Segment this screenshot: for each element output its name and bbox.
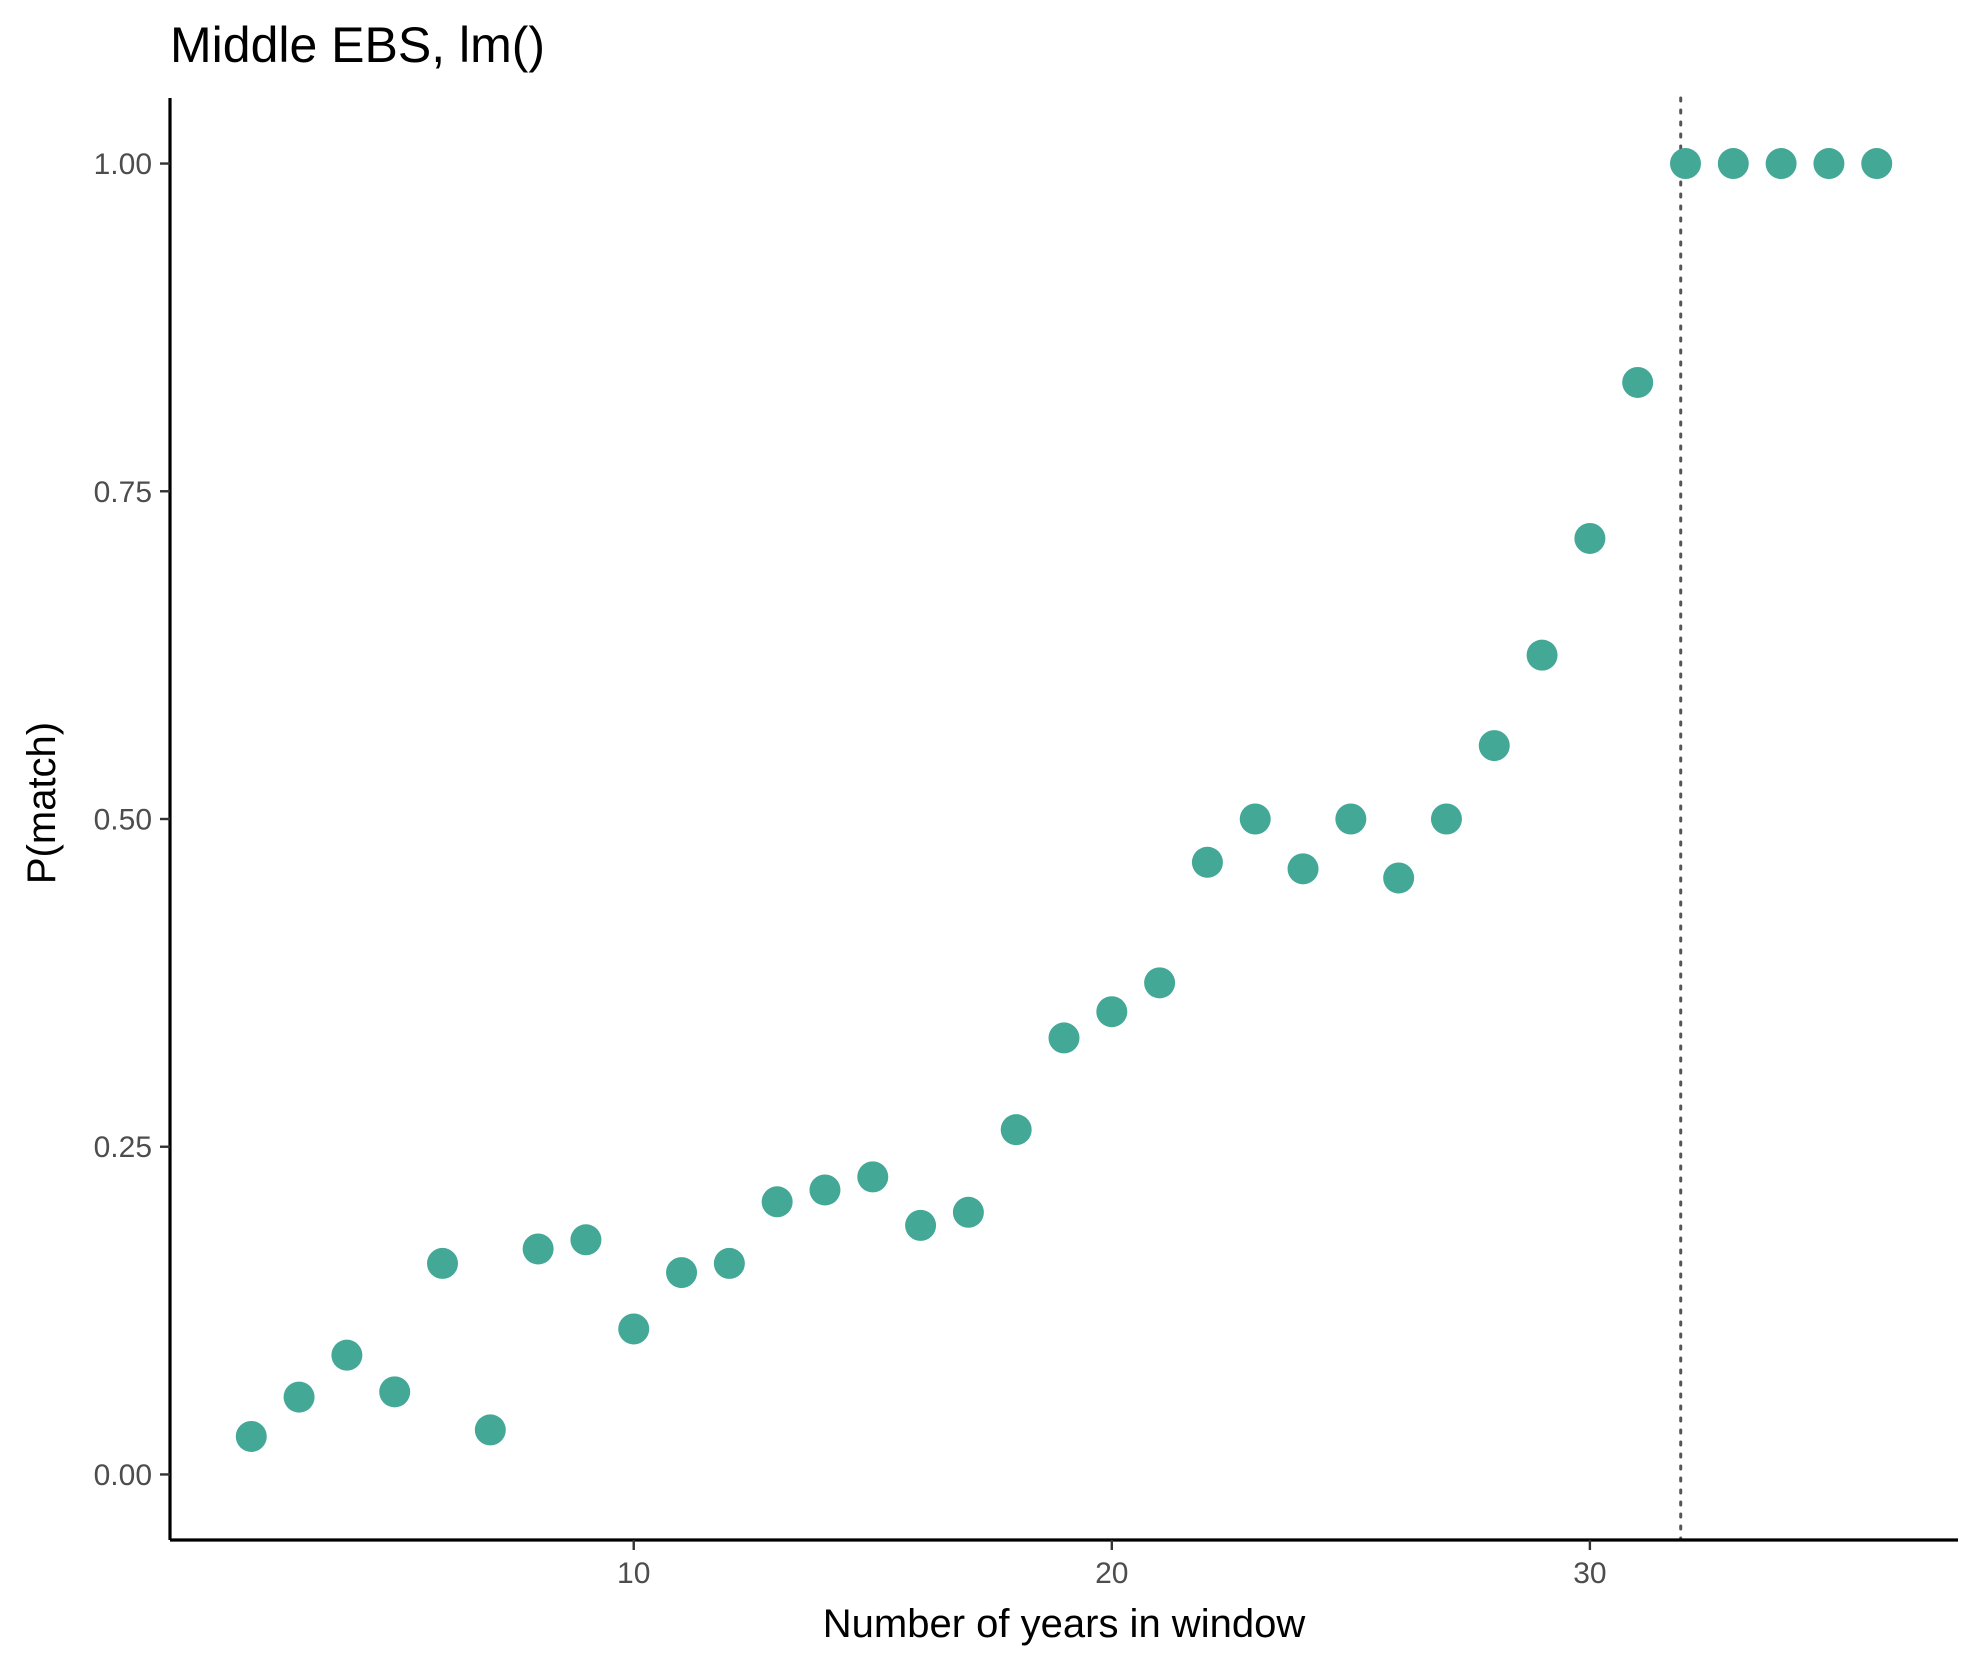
data-point xyxy=(1048,1022,1080,1054)
y-axis-label: P(match) xyxy=(20,722,64,884)
data-point xyxy=(618,1313,650,1345)
data-point xyxy=(522,1233,554,1265)
data-point xyxy=(1144,967,1176,999)
data-point xyxy=(1669,148,1701,180)
data-point xyxy=(1813,148,1845,180)
data-point xyxy=(1478,730,1510,762)
data-point xyxy=(570,1224,602,1256)
data-point xyxy=(809,1174,841,1206)
data-point xyxy=(1861,148,1893,180)
data-point xyxy=(331,1339,363,1371)
data-point xyxy=(1430,803,1462,835)
y-tick-label: 0.00 xyxy=(94,1459,152,1492)
x-axis-label: Number of years in window xyxy=(823,1602,1306,1646)
data-point xyxy=(379,1376,411,1408)
data-point xyxy=(474,1414,506,1446)
data-point xyxy=(1000,1114,1032,1146)
data-point xyxy=(283,1381,315,1413)
data-point xyxy=(235,1420,267,1452)
data-point xyxy=(1191,846,1223,878)
data-point xyxy=(761,1186,793,1218)
data-point xyxy=(1239,803,1271,835)
y-tick-label: 1.00 xyxy=(94,148,152,181)
data-point xyxy=(1335,803,1367,835)
data-point xyxy=(1287,853,1319,885)
x-tick-label: 20 xyxy=(1095,1557,1128,1590)
chart-title: Middle EBS, lm() xyxy=(170,17,545,73)
data-point xyxy=(1526,639,1558,671)
plot-area: 0.00 0.25 0.50 0.75 1.00 10 20 30 xyxy=(94,96,1958,1590)
data-point xyxy=(1096,996,1128,1028)
data-point xyxy=(905,1209,937,1241)
data-point xyxy=(1574,522,1606,554)
x-tick-label: 30 xyxy=(1573,1557,1606,1590)
data-point xyxy=(1717,148,1749,180)
data-point xyxy=(1383,862,1415,894)
y-tick-label: 0.50 xyxy=(94,804,152,837)
data-point xyxy=(1765,148,1797,180)
y-tick-label: 0.75 xyxy=(94,476,152,509)
x-tick-label: 10 xyxy=(617,1557,650,1590)
data-point xyxy=(952,1196,984,1228)
data-point xyxy=(1622,366,1654,398)
y-tick-label: 0.25 xyxy=(94,1131,152,1164)
data-point xyxy=(427,1247,459,1279)
data-point xyxy=(713,1247,745,1279)
data-point xyxy=(857,1161,889,1193)
data-point xyxy=(666,1257,698,1289)
